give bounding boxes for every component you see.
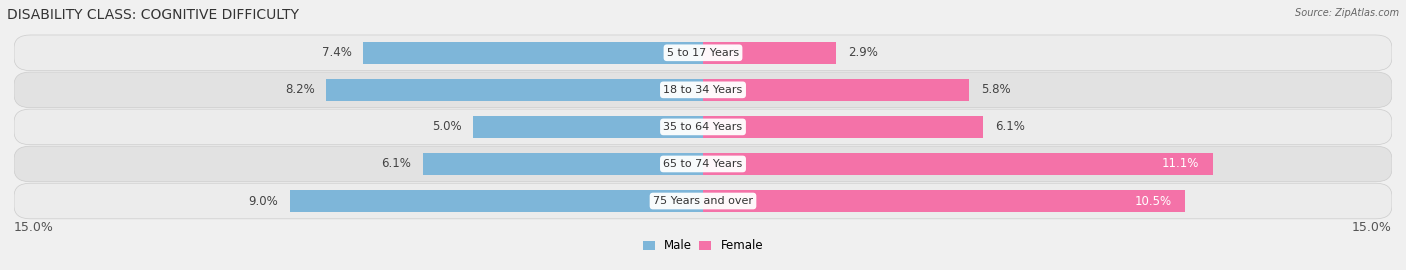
Bar (326, 79, 703, 101)
Bar (423, 153, 703, 175)
Text: 10.5%: 10.5% (1135, 194, 1171, 208)
FancyBboxPatch shape (14, 146, 1392, 182)
Text: 9.0%: 9.0% (249, 194, 278, 208)
Bar (290, 190, 703, 212)
Text: 6.1%: 6.1% (994, 120, 1025, 133)
FancyBboxPatch shape (14, 183, 1392, 219)
Text: 35 to 64 Years: 35 to 64 Years (664, 122, 742, 132)
Text: 15.0%: 15.0% (14, 221, 53, 234)
Bar (363, 42, 703, 64)
FancyBboxPatch shape (14, 109, 1392, 145)
Text: 65 to 74 Years: 65 to 74 Years (664, 159, 742, 169)
Bar (703, 116, 983, 138)
Bar (703, 79, 969, 101)
Legend: Male, Female: Male, Female (638, 235, 768, 257)
FancyBboxPatch shape (14, 72, 1392, 108)
Bar (474, 116, 703, 138)
Text: Source: ZipAtlas.com: Source: ZipAtlas.com (1295, 8, 1399, 18)
Text: 11.1%: 11.1% (1161, 157, 1199, 170)
Text: 6.1%: 6.1% (381, 157, 412, 170)
Text: 75 Years and over: 75 Years and over (652, 196, 754, 206)
Text: 7.4%: 7.4% (322, 46, 352, 59)
Text: 15.0%: 15.0% (1353, 221, 1392, 234)
Text: 5.8%: 5.8% (981, 83, 1011, 96)
Bar (703, 190, 1185, 212)
Text: 8.2%: 8.2% (285, 83, 315, 96)
Bar (703, 42, 837, 64)
Bar (703, 153, 1213, 175)
Text: 5.0%: 5.0% (432, 120, 461, 133)
Text: DISABILITY CLASS: COGNITIVE DIFFICULTY: DISABILITY CLASS: COGNITIVE DIFFICULTY (7, 8, 299, 22)
Text: 18 to 34 Years: 18 to 34 Years (664, 85, 742, 95)
FancyBboxPatch shape (14, 35, 1392, 70)
Text: 5 to 17 Years: 5 to 17 Years (666, 48, 740, 58)
Text: 2.9%: 2.9% (848, 46, 877, 59)
